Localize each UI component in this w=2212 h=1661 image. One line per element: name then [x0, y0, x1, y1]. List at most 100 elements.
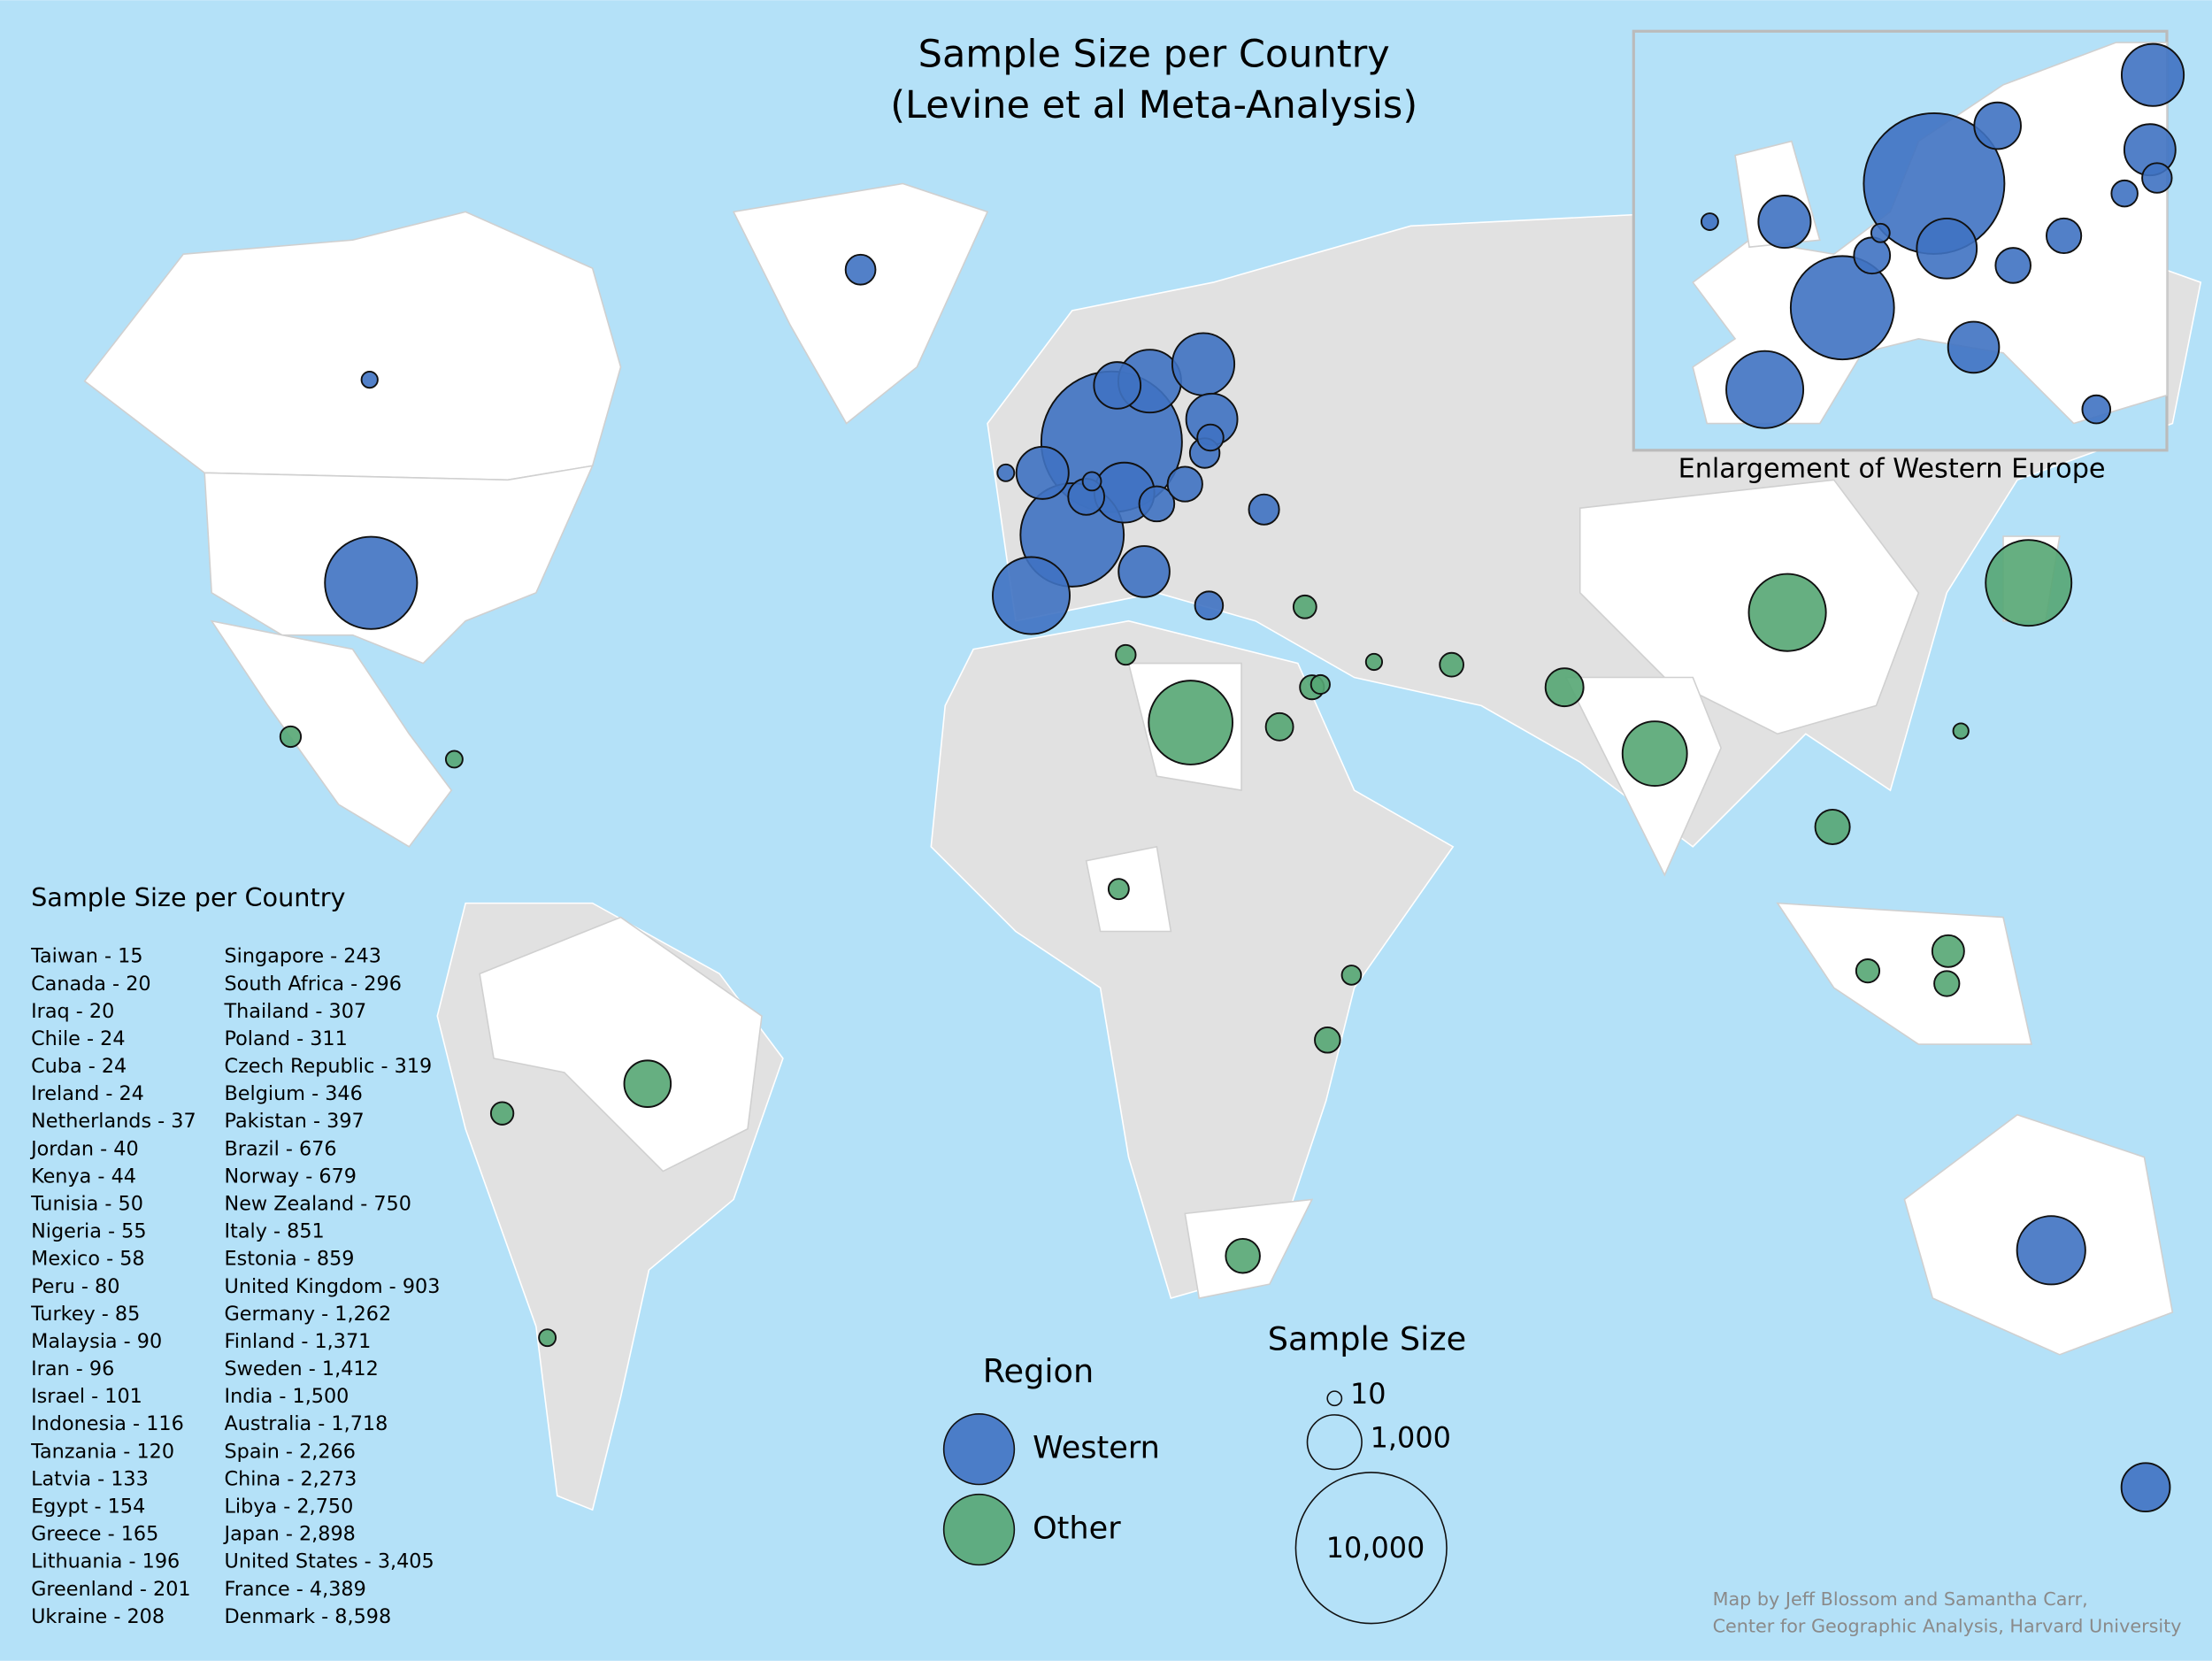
- list-entry: Ukraine - 208: [31, 1605, 165, 1628]
- list-entry: Tunisia - 50: [30, 1193, 143, 1216]
- inset-bubble: [1725, 350, 1805, 429]
- list-entry: China - 2,273: [225, 1467, 357, 1490]
- list-entry: Taiwan - 15: [30, 945, 143, 968]
- list-entry: Pakistan - 397: [225, 1110, 365, 1133]
- country-bubble: [1439, 651, 1464, 678]
- size-label: 1,000: [1371, 1420, 1451, 1454]
- country-bubble: [1081, 471, 1102, 492]
- size-label: 10,000: [1326, 1531, 1425, 1565]
- inset-bubble: [2110, 179, 2139, 208]
- country-bubble: [324, 535, 419, 630]
- list-entry: Germany - 1,262: [225, 1303, 392, 1326]
- country-bubble: [1933, 970, 1961, 997]
- list-entry: Brazil - 676: [225, 1137, 337, 1160]
- size-label: 10: [1350, 1377, 1386, 1411]
- country-bubble: [1621, 720, 1688, 788]
- list-entry: Cuba - 24: [31, 1055, 127, 1078]
- list-entry: Jordan - 40: [29, 1137, 139, 1160]
- country-bubble: [1264, 711, 1294, 742]
- inset-bubble: [1789, 255, 1895, 361]
- list-entry: France - 4,389: [225, 1578, 366, 1601]
- country-bubble: [1148, 680, 1234, 765]
- list-entry: Malaysia - 90: [31, 1330, 162, 1353]
- country-bubble: [1194, 590, 1225, 620]
- country-bubble: [992, 556, 1071, 635]
- list-entry: Denmark - 8,598: [225, 1605, 392, 1628]
- country-bubble: [1166, 465, 1203, 503]
- list-entry: Indonesia - 116: [31, 1412, 184, 1435]
- region-swatch: [942, 1493, 1016, 1566]
- size-title: Sample Size: [1268, 1319, 1466, 1357]
- list-title: Sample Size per Country: [31, 882, 345, 912]
- inset-bubble: [1853, 236, 1892, 275]
- list-entry: Czech Republic - 319: [225, 1055, 433, 1078]
- list-entry: Israel - 101: [31, 1385, 142, 1408]
- country-bubble: [1340, 965, 1363, 986]
- list-entry: Japan - 2,898: [223, 1523, 356, 1546]
- list-entry: Belgium - 346: [225, 1082, 363, 1105]
- list-entry: Mexico - 58: [31, 1248, 145, 1271]
- list-entry: Kenya - 44: [31, 1165, 136, 1188]
- country-bubble: [1107, 878, 1130, 901]
- country-bubble: [1364, 652, 1384, 672]
- country-bubble: [1314, 1026, 1341, 1054]
- list-entry: Sweden - 1,412: [225, 1357, 379, 1380]
- country-bubble: [489, 1101, 515, 1126]
- region-label: Western: [1033, 1430, 1160, 1466]
- country-bubble: [1931, 934, 1965, 968]
- list-entry: Italy - 851: [225, 1220, 325, 1243]
- list-entry: Greenland - 201: [31, 1578, 191, 1601]
- inset-bubble: [1947, 320, 2001, 374]
- country-bubble: [1952, 722, 1970, 740]
- country-bubble: [1248, 493, 1280, 526]
- country-bubble: [1747, 573, 1827, 652]
- size-swatch: [1326, 1390, 1343, 1407]
- list-entry: India - 1,500: [225, 1385, 349, 1408]
- list-entry: United States - 3,405: [225, 1550, 434, 1573]
- list-entry: Estonia - 859: [225, 1248, 355, 1271]
- inset-bubble: [1994, 247, 2032, 284]
- inset-bubble: [2141, 162, 2173, 194]
- country-bubble: [1115, 643, 1137, 666]
- inset-label: Enlargement of Western Europe: [1678, 454, 2106, 485]
- country-bubble: [1093, 361, 1142, 410]
- list-entry: Netherlands - 37: [31, 1110, 196, 1133]
- inset-bubble: [1870, 222, 1891, 243]
- inset-bubble: [1700, 212, 1719, 231]
- country-bubble: [360, 370, 379, 389]
- list-entry: Canada - 20: [31, 973, 151, 996]
- list-entry: Norway - 679: [225, 1165, 357, 1188]
- region-label: Other: [1033, 1511, 1121, 1547]
- list-entry: Thailand - 307: [224, 1000, 367, 1023]
- inset-bubble: [2120, 42, 2185, 107]
- list-entry: Lithuania - 196: [31, 1550, 180, 1573]
- inset-bubble: [2081, 394, 2112, 425]
- country-bubble: [1292, 594, 1317, 619]
- country-bubble: [279, 725, 303, 749]
- country-bubble: [1138, 485, 1176, 523]
- list-entry: Latvia - 133: [31, 1467, 149, 1490]
- country-bubble: [1225, 1237, 1261, 1274]
- country-bubble: [2120, 1462, 2171, 1513]
- inset-bubble: [1757, 195, 1812, 250]
- credit: Map by Jeff Blossom and Samantha Carr,: [1713, 1588, 2088, 1610]
- inset-bubble: [1916, 217, 1978, 280]
- list-entry: Singapore - 243: [225, 945, 381, 968]
- list-entry: Australia - 1,718: [225, 1412, 388, 1435]
- list-entry: Spain - 2,266: [225, 1440, 356, 1463]
- country-bubble: [844, 253, 877, 286]
- list-entry: Iran - 96: [31, 1357, 114, 1380]
- title: Sample Size per Country: [918, 32, 1390, 76]
- country-bubble: [1814, 809, 1851, 846]
- country-bubble: [1985, 539, 2073, 627]
- size-swatch: [1306, 1414, 1363, 1471]
- country-bubble: [2016, 1215, 2086, 1286]
- list-entry: Greece - 165: [31, 1523, 158, 1546]
- region-title: Region: [983, 1352, 1094, 1390]
- list-entry: Tanzania - 120: [30, 1440, 174, 1463]
- list-entry: Egypt - 154: [31, 1496, 145, 1519]
- region-swatch: [942, 1412, 1016, 1486]
- credit: Center for Geographic Analysis, Harvard …: [1713, 1616, 2182, 1637]
